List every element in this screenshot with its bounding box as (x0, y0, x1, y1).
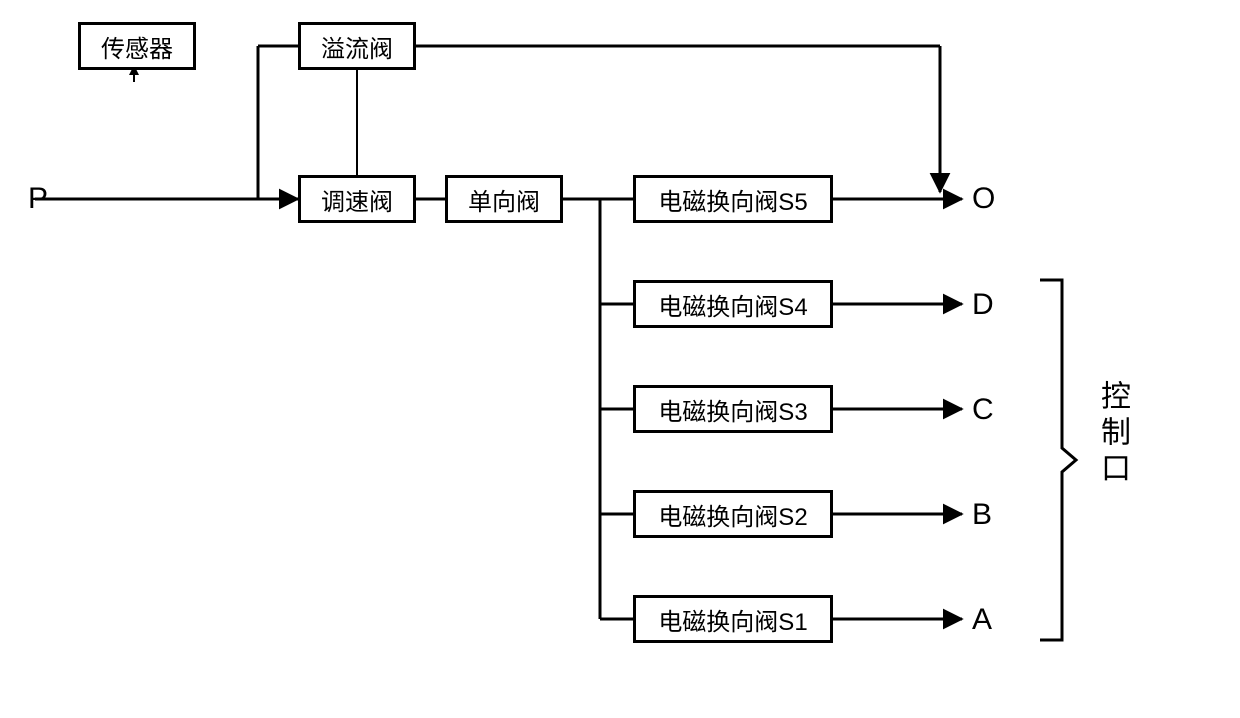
s1-label: 电磁换向阀S1 (658, 602, 807, 637)
check-label: 单向阀 (468, 182, 540, 217)
s3-label: 电磁换向阀S3 (658, 392, 807, 427)
speed-label: 调速阀 (321, 182, 393, 217)
sensor-label: 传感器 (101, 29, 173, 64)
overflow-valve-box: 溢流阀 (298, 22, 416, 70)
sensor-box: 传感器 (78, 22, 196, 70)
check-valve-box: 单向阀 (445, 175, 563, 223)
solenoid-s1-box: 电磁换向阀S1 (633, 595, 833, 643)
port-d-label: D (972, 288, 994, 322)
port-a-label: A (972, 603, 992, 637)
port-c-label: C (972, 393, 994, 427)
solenoid-s5-box: 电磁换向阀S5 (633, 175, 833, 223)
solenoid-s4-box: 电磁换向阀S4 (633, 280, 833, 328)
s5-label: 电磁换向阀S5 (658, 182, 807, 217)
port-p-label: P (28, 182, 48, 216)
overflow-label: 溢流阀 (321, 29, 393, 64)
solenoid-s3-box: 电磁换向阀S3 (633, 385, 833, 433)
s4-label: 电磁换向阀S4 (658, 287, 807, 322)
diagram-canvas: 传感器 溢流阀 调速阀 单向阀 电磁换向阀S5 电磁换向阀S4 电磁换向阀S3 … (0, 0, 1240, 718)
wires-layer (0, 0, 1240, 718)
port-o-label: O (972, 182, 995, 216)
solenoid-s2-box: 电磁换向阀S2 (633, 490, 833, 538)
s2-label: 电磁换向阀S2 (658, 497, 807, 532)
control-ports-side-label: 控制口 (1090, 380, 1134, 488)
port-b-label: B (972, 498, 992, 532)
speed-valve-box: 调速阀 (298, 175, 416, 223)
